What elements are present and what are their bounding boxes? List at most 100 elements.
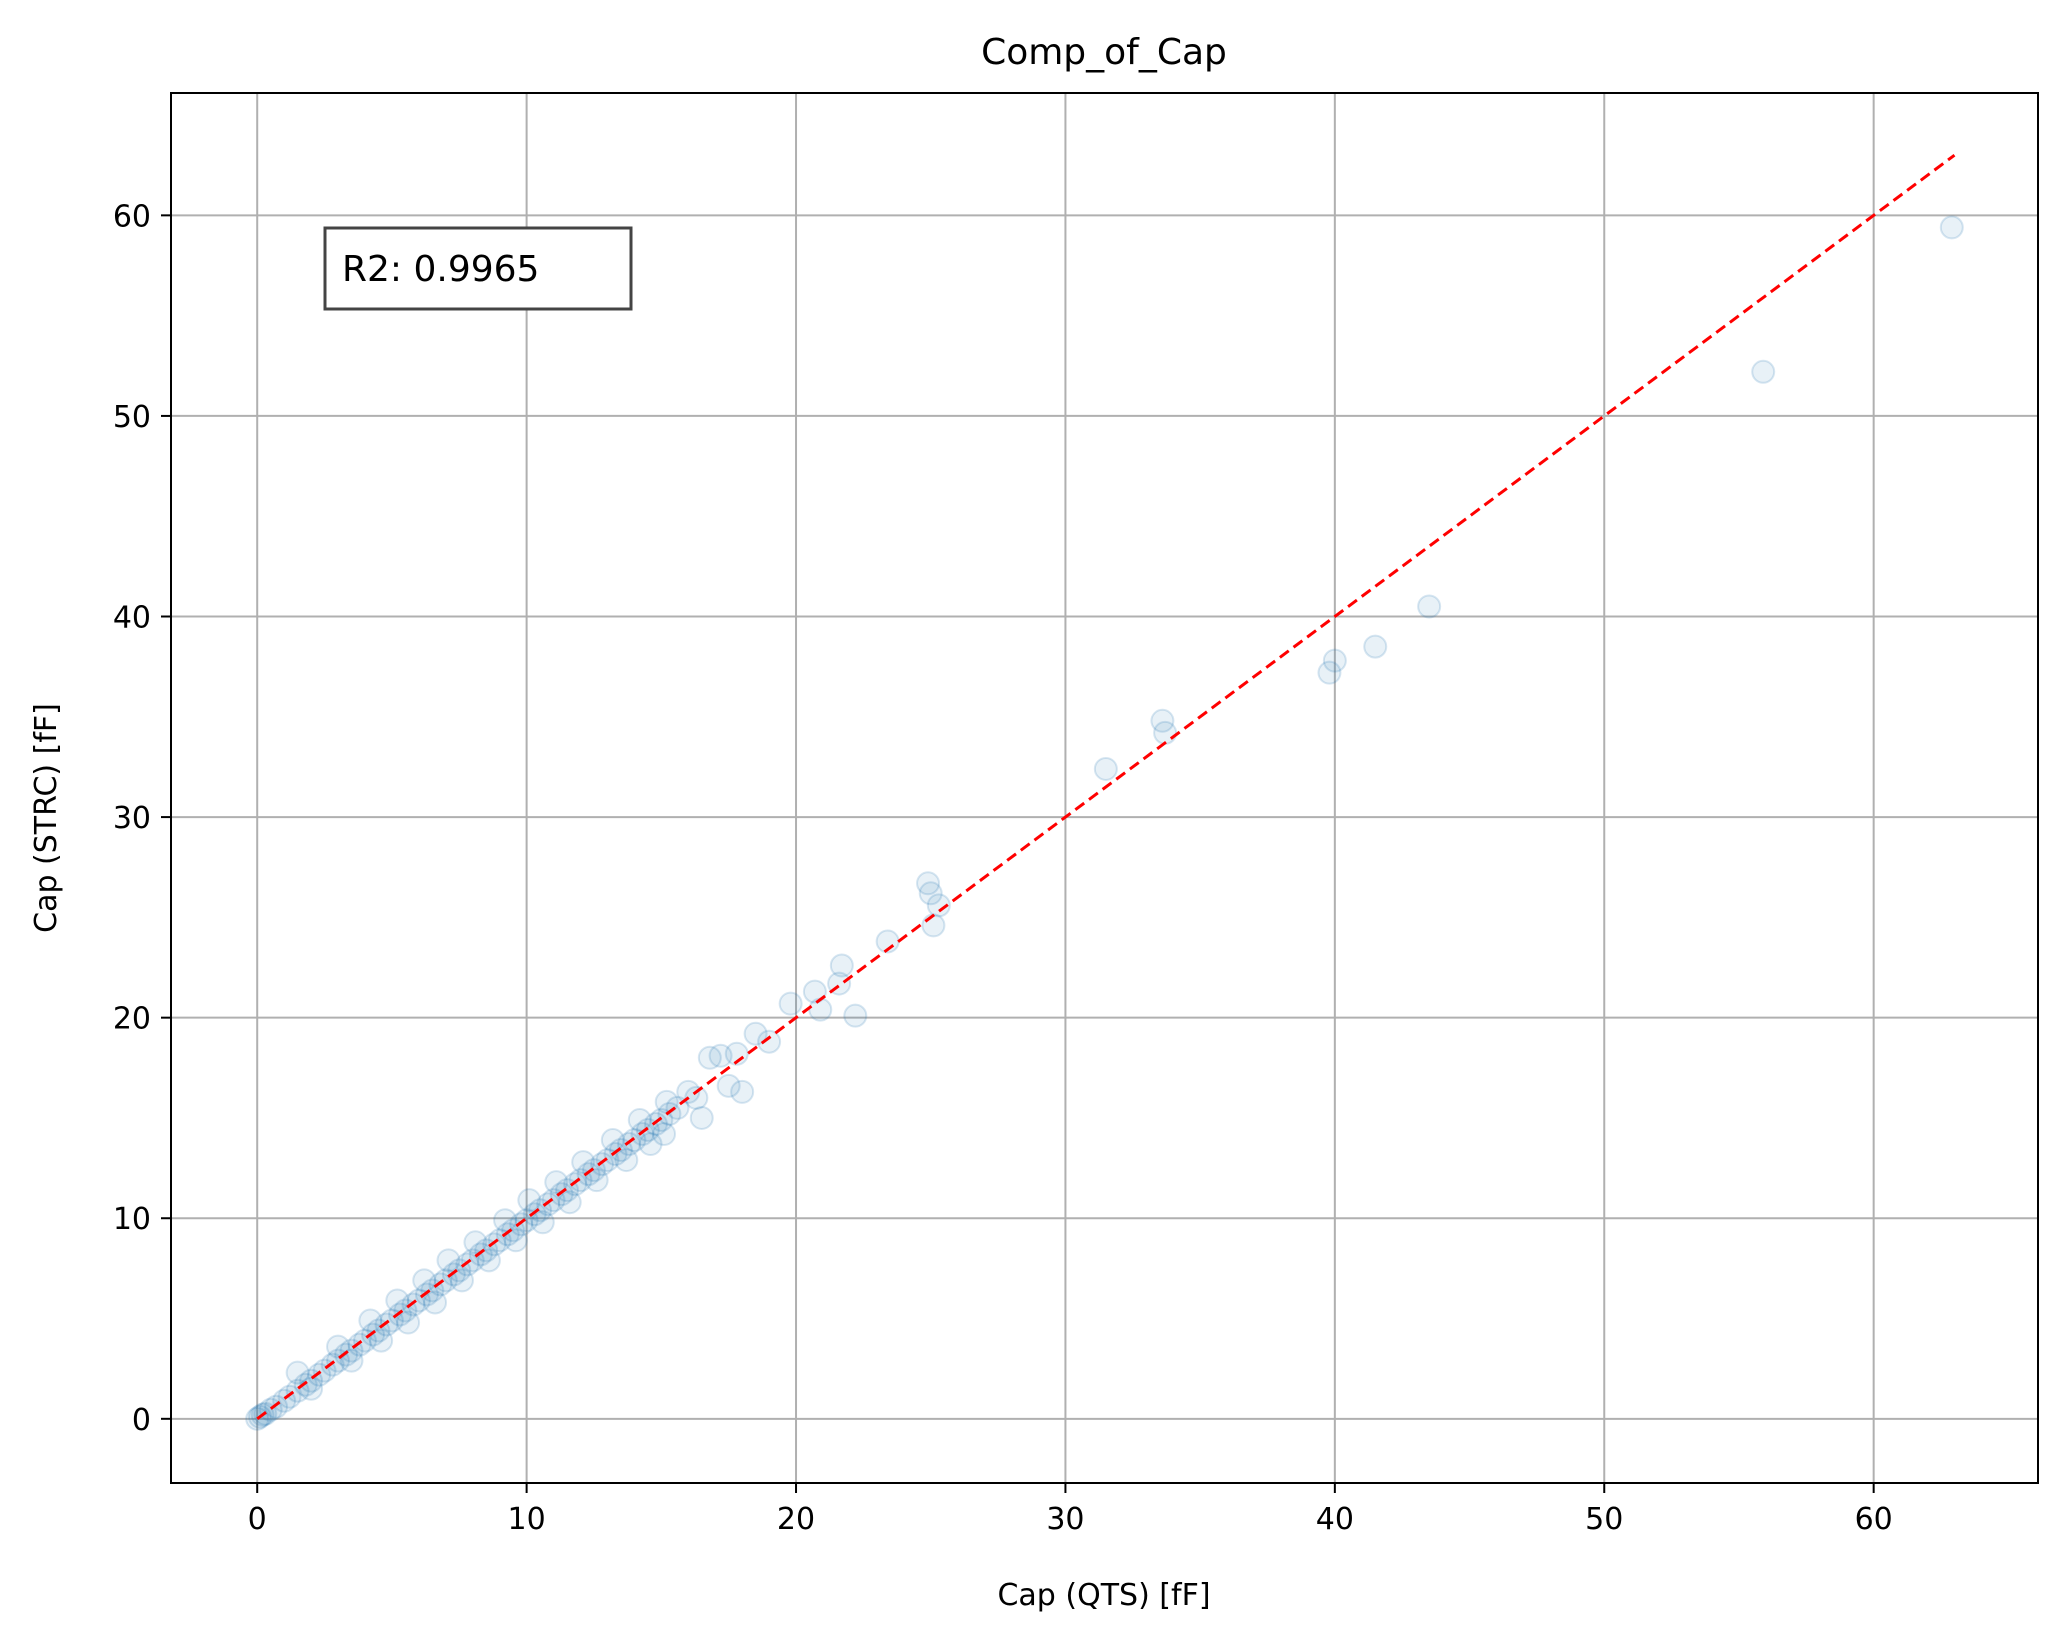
scatter-point: [716, 1073, 741, 1098]
scatter-point: [293, 1372, 318, 1397]
scatter-point: [616, 1132, 641, 1157]
scatter-point: [1751, 359, 1776, 384]
scatter-point: [1322, 648, 1347, 673]
scatter-point: [1317, 660, 1342, 685]
y-tick-label: 40: [113, 601, 151, 636]
x-tick-label: 30: [1046, 1502, 1084, 1537]
scatter-point: [423, 1290, 448, 1315]
scatter-point: [697, 1045, 722, 1070]
scatter-point: [530, 1210, 555, 1235]
scatter-point: [730, 1079, 755, 1104]
scatter-point: [1363, 634, 1388, 659]
scatter-point: [277, 1384, 302, 1409]
scatter-point: [600, 1128, 625, 1153]
scatter-point: [843, 1003, 868, 1028]
scatter-point: [339, 1348, 364, 1373]
scatter-point: [576, 1162, 601, 1187]
scatter-point: [320, 1352, 345, 1377]
scatter-point: [926, 893, 951, 918]
y-tick-label: 60: [113, 199, 151, 234]
scatter-point: [652, 1121, 677, 1146]
scatter-point: [463, 1230, 488, 1255]
scatter-point: [743, 1021, 768, 1046]
scatter-point: [571, 1150, 596, 1175]
scatter-point: [638, 1132, 663, 1157]
y-tick-label: 30: [113, 801, 151, 836]
scatter-point: [326, 1334, 351, 1359]
scatter-point: [802, 979, 827, 1004]
scatter-point: [285, 1360, 310, 1385]
scatter-point: [449, 1268, 474, 1293]
scatter-point: [563, 1172, 588, 1197]
x-tick-label: 20: [777, 1502, 815, 1537]
scatter-point: [441, 1262, 466, 1287]
scatter-point: [374, 1312, 399, 1337]
scatter-point: [396, 1310, 421, 1335]
scatter-point: [517, 1188, 542, 1213]
scatter-point: [757, 1029, 782, 1054]
scatter-point: [369, 1328, 394, 1353]
scatter-point: [544, 1170, 569, 1195]
y-tick-label: 0: [132, 1403, 151, 1438]
grid-lines: [171, 93, 2038, 1483]
scatter-point: [493, 1208, 518, 1233]
scatter-point: [584, 1168, 609, 1193]
scatter-point: [468, 1242, 493, 1267]
r2-annotation: R2: 0.9965: [323, 226, 633, 311]
scatter-point: [387, 1302, 412, 1327]
scatter-point: [918, 881, 943, 906]
scatter-point: [522, 1202, 547, 1227]
scatter-point: [1153, 720, 1178, 745]
scatter-point: [264, 1394, 289, 1419]
scatter-point: [689, 1105, 714, 1130]
scatter-point: [334, 1342, 359, 1367]
scatter-point: [549, 1182, 574, 1207]
scatter-point: [476, 1248, 501, 1273]
scatter-point: [1093, 756, 1118, 781]
scatter-point: [916, 871, 941, 896]
scatter-point: [684, 1085, 709, 1110]
r2-annotation-text: R2: 0.9965: [342, 249, 539, 290]
scatter-point: [921, 913, 946, 938]
scatter-point: [808, 997, 833, 1022]
scatter-point: [708, 1043, 733, 1068]
scatter-point: [401, 1292, 426, 1317]
scatter-point: [503, 1228, 528, 1253]
plot-frame: [170, 92, 2039, 1484]
r2-annotation-box: [323, 226, 633, 311]
scatter-point: [482, 1232, 507, 1257]
axis-ticks: 0 10 20 30 40 50 60 0 10 20 30 40 50 60: [113, 199, 1893, 1537]
x-tick-label: 50: [1585, 1502, 1623, 1537]
scatter-point: [614, 1148, 639, 1173]
y-axis-label: Cap (STRC) [fF]: [29, 703, 64, 933]
x-tick-label: 40: [1316, 1502, 1354, 1537]
x-axis-label: Cap (QTS) [fF]: [997, 1578, 1210, 1613]
scatter-point: [358, 1308, 383, 1333]
scatter-point: [414, 1282, 439, 1307]
scatter-point: [509, 1212, 534, 1237]
x-tick-label: 10: [508, 1502, 546, 1537]
scatter-point: [455, 1252, 480, 1277]
scatter-point: [778, 991, 803, 1016]
scatter-point: [436, 1248, 461, 1273]
scatter-point: [307, 1362, 332, 1387]
reference-line: [256, 153, 1956, 1421]
scatter-point: [1939, 215, 1964, 240]
scatter-point: [557, 1190, 582, 1215]
scatter-point: [829, 953, 854, 978]
scatter-point: [676, 1079, 701, 1104]
chart-title: Comp_of_Cap: [981, 32, 1227, 73]
y-tick-label: 50: [113, 400, 151, 435]
scatter-point: [603, 1142, 628, 1167]
x-tick-label: 0: [248, 1502, 267, 1537]
scatter-point: [536, 1192, 561, 1217]
scatter-point: [590, 1152, 615, 1177]
scatter-point: [1417, 594, 1442, 619]
reference-line-group: [256, 153, 1956, 1421]
scatter-point: [299, 1376, 324, 1401]
scatter-point: [627, 1107, 652, 1132]
scatter-points: [245, 215, 1964, 1431]
y-tick-label: 20: [113, 1002, 151, 1037]
